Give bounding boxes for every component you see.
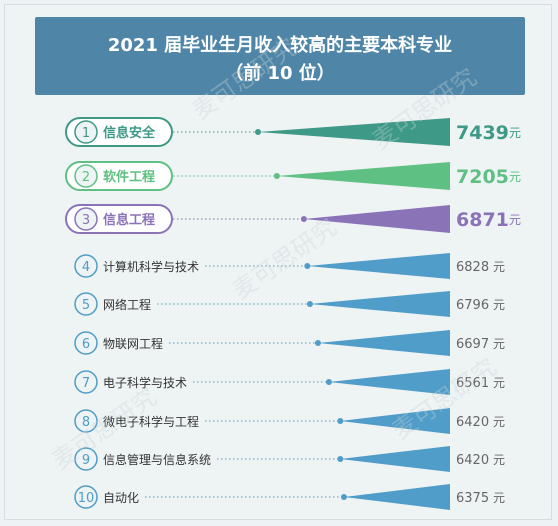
value-label: 7439 [456, 122, 509, 144]
value-label: 6796 [456, 298, 489, 313]
unit-label: 元 [493, 260, 505, 274]
value-label: 6828 [456, 260, 489, 275]
title-banner: 2021 届毕业生月收入较高的主要本科专业 （前 10 位） [35, 17, 525, 95]
value-bar [340, 446, 450, 472]
rank-circle [74, 409, 98, 433]
rank-circle [74, 370, 98, 394]
chart-title: 2021 届毕业生月收入较高的主要本科专业 [107, 35, 453, 56]
value-label: 6420 [456, 415, 489, 430]
category-label: 物联网工程 [103, 336, 163, 351]
unit-label: 元 [493, 376, 505, 390]
value-bar [258, 118, 450, 146]
value-label: 6561 [456, 376, 489, 391]
rank-number: 5 [82, 298, 90, 313]
category-label: 电子科学与技术 [103, 375, 187, 390]
rank-circle [74, 207, 98, 231]
rank-number: 4 [82, 260, 90, 275]
unit-label: 元 [493, 491, 505, 505]
value-bar [303, 205, 450, 233]
chart-subtitle: （前 10 位） [225, 63, 335, 84]
value-bar [343, 484, 450, 510]
rank-circle [74, 120, 98, 144]
rank-circle [74, 485, 98, 509]
rank-number: 7 [82, 376, 90, 391]
rank-number: 2 [82, 170, 90, 185]
value-label: 6871 [456, 209, 509, 231]
unit-label: 元 [509, 170, 521, 184]
unit-label: 元 [509, 213, 521, 227]
rank-number: 8 [82, 415, 90, 430]
value-bar [276, 162, 450, 190]
rank-number: 9 [82, 453, 90, 468]
category-label: 信息安全 [103, 125, 156, 141]
rank-number: 6 [82, 337, 90, 352]
category-label: 计算机科学与技术 [103, 259, 199, 274]
category-label: 信息工程 [103, 212, 155, 228]
value-bar [328, 369, 450, 395]
category-label: 软件工程 [103, 169, 155, 185]
value-bar [307, 253, 450, 279]
value-bar [340, 408, 450, 434]
rank-number: 3 [82, 213, 90, 228]
rank-number: 1 [82, 126, 90, 141]
unit-label: 元 [509, 126, 521, 140]
rank-circle [74, 164, 98, 188]
rank-circle [74, 292, 98, 316]
value-label: 6375 [456, 491, 489, 506]
unit-label: 元 [493, 415, 505, 429]
value-bar [317, 330, 450, 356]
rank-circle [74, 254, 98, 278]
rank-circle [74, 447, 98, 471]
category-label: 自动化 [103, 491, 139, 505]
unit-label: 元 [493, 337, 505, 351]
unit-label: 元 [493, 298, 505, 312]
value-bar [309, 291, 450, 317]
rank-number: 10 [78, 491, 95, 506]
watermark: 麦可思研究 [227, 213, 341, 305]
unit-label: 元 [493, 453, 505, 467]
value-label: 6420 [456, 453, 489, 468]
category-label: 微电子科学与工程 [103, 414, 199, 429]
watermark: 麦可思研究 [187, 33, 301, 125]
category-label: 网络工程 [103, 297, 151, 312]
rank-circle [74, 331, 98, 355]
value-label: 7205 [456, 166, 509, 188]
value-label: 6697 [456, 337, 489, 352]
category-label: 信息管理与信息系统 [103, 452, 211, 467]
